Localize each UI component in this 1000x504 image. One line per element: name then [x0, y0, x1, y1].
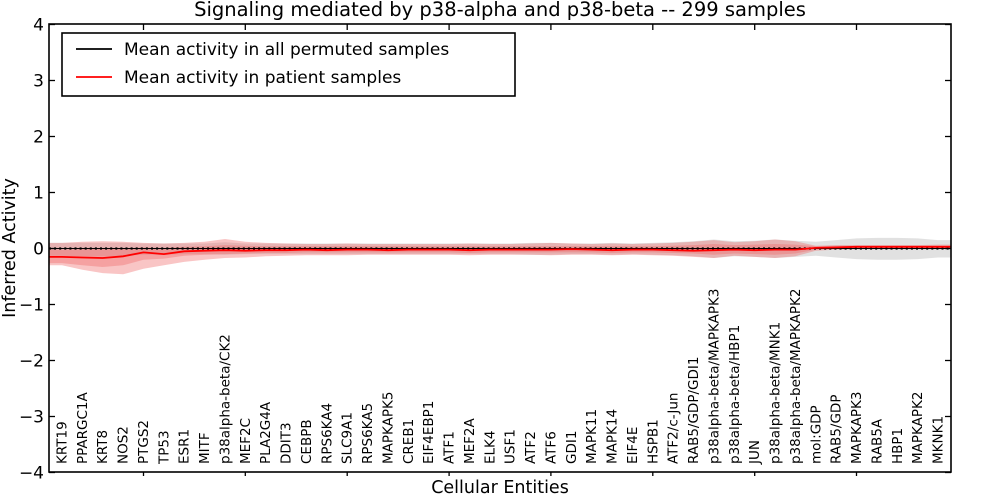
x-tick-label: ATF2/c-Jun	[666, 393, 682, 464]
x-tick-label: MAPKAPK3	[849, 392, 865, 464]
legend-box	[61, 32, 516, 97]
y-tick-label: 0	[33, 240, 44, 260]
legend-label-patient: Mean activity in patient samples	[124, 68, 401, 88]
y-tick-label: −4	[19, 464, 44, 484]
chart-title: Signaling mediated by p38-alpha and p38-…	[194, 0, 806, 21]
y-axis-title: Inferred Activity	[0, 178, 20, 318]
x-tick-label: HBP1	[890, 428, 906, 464]
x-tick-label: SLC9A1	[340, 412, 356, 464]
y-tick-label: 1	[33, 184, 44, 204]
x-tick-label: p38alpha-beta/MAPKAPK2	[788, 289, 804, 465]
x-tick-label: RAB5A	[869, 418, 885, 464]
y-tick-label: 3	[33, 72, 44, 92]
x-tick-label: CREB1	[401, 419, 417, 464]
series-lines	[49, 245, 951, 259]
x-tick-label: KRT19	[55, 421, 71, 464]
x-tick-label: ATF1	[442, 431, 458, 464]
y-tick-label: −1	[19, 296, 44, 316]
x-tick-label: MAPKAPK2	[910, 392, 926, 464]
x-tick-label: PLA2G4A	[258, 401, 274, 464]
x-tick-label: ATF2	[523, 431, 539, 464]
x-tick-label: ELK4	[482, 431, 498, 465]
x-tick-label: GDI1	[564, 431, 580, 464]
x-tick-label: CEBPB	[299, 419, 315, 464]
x-tick-label: p38alpha-beta/MAPKAPK3	[706, 289, 722, 465]
x-tick-label: ATF6	[543, 431, 559, 464]
x-axis-title: Cellular Entities	[431, 478, 569, 498]
x-tick-label: EIF4E	[625, 427, 641, 464]
x-tick-label: RAB5/GDP/GDI1	[686, 357, 702, 464]
y-tick-label: −3	[19, 408, 44, 428]
y-tick-label: 4	[33, 16, 44, 36]
shaded-bands	[49, 237, 951, 275]
x-tick-label: ESR1	[177, 429, 193, 464]
x-tick-label: MAPKAPK5	[381, 392, 397, 464]
x-tick-label: MEF2C	[238, 418, 254, 464]
y-tick-label: −2	[19, 352, 44, 372]
series-line-solid	[49, 245, 951, 259]
x-tick-label: RPS6KA5	[360, 403, 376, 464]
x-tick-label: mol:GDP	[808, 405, 824, 464]
x-tick-label: NOS2	[116, 426, 132, 464]
x-tick-label: MEF2A	[462, 417, 478, 464]
x-tick-label: PPARGC1A	[75, 391, 91, 464]
x-tick-label: RPS6KA4	[319, 403, 335, 464]
x-tick-label: RAB5/GDP	[829, 395, 845, 464]
x-tick-label: p38alpha-beta/MNK1	[768, 322, 784, 464]
x-tick-label: p38alpha-beta/HBP1	[727, 325, 743, 464]
x-tick-label: MAPK11	[584, 409, 600, 464]
x-tick-label: EIF4EBP1	[421, 401, 437, 464]
x-tick-label: MKNK1	[931, 416, 947, 464]
x-tick-label: TP53	[156, 430, 172, 465]
x-tick-label: DDIT3	[279, 422, 295, 464]
axes-frame	[48, 23, 952, 473]
x-tick-label: JUN	[747, 440, 763, 465]
x-tick-label: PTGS2	[136, 420, 152, 464]
x-tick-label: MAPK14	[605, 409, 621, 464]
legend-label-permuted: Mean activity in all permuted samples	[124, 40, 449, 60]
x-tick-label: HSPB1	[645, 419, 661, 464]
x-tick-label: MITF	[197, 432, 213, 464]
y-tick-label: 2	[33, 128, 44, 148]
tick-labels: 4 3 2 1 0 −1 −2 −3 −4 KRT19 PPARGC1A KRT8 NOS2 PTGS2 T…	[19, 16, 947, 484]
x-tick-label: p38alpha-beta/CK2	[218, 334, 234, 464]
x-tick-label: USF1	[503, 429, 519, 464]
legend: Mean activity in all permuted samples Me…	[61, 32, 516, 97]
x-tick-label: KRT8	[95, 430, 111, 464]
